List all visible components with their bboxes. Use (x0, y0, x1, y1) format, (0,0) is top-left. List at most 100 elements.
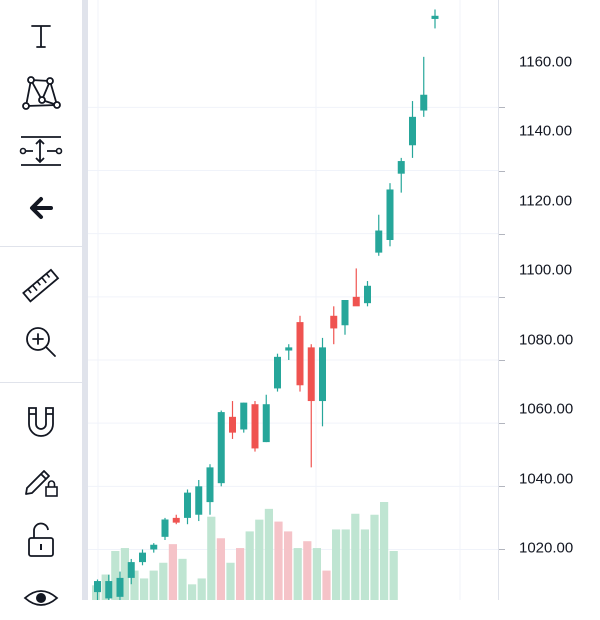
ruler-icon (22, 268, 60, 303)
candle-body (262, 404, 270, 443)
candle-body (352, 296, 360, 307)
toolbar-divider (0, 382, 82, 383)
candle-body (364, 285, 371, 304)
price-tick-label: 1080.00 (519, 331, 574, 348)
price-tick-mark (499, 233, 505, 235)
candle-body (386, 189, 394, 240)
volume-bar (274, 521, 283, 600)
candle-body (330, 315, 338, 329)
volume-bar (178, 558, 187, 600)
volume-bar (322, 570, 331, 600)
volume-bar (140, 578, 149, 600)
volume-bar (236, 548, 245, 600)
candle-body (172, 517, 180, 523)
candle-body (161, 519, 169, 537)
volume-bar (389, 551, 398, 600)
volume-bar (332, 529, 341, 600)
toolbar-scroll-edge (82, 0, 88, 600)
patterns-tool-button[interactable] (18, 70, 64, 114)
price-tick-label: 1140.00 (519, 122, 573, 140)
volume-bar (216, 538, 225, 600)
volume-bar (226, 562, 235, 600)
price-tick-label: 1160.00 (519, 53, 573, 70)
candle-body (397, 161, 405, 174)
candle-body (184, 492, 191, 518)
candle-body (296, 322, 304, 386)
volume-bar (370, 514, 379, 600)
candle-body (229, 416, 236, 433)
price-tick-mark (499, 360, 505, 361)
price-tick-mark (499, 486, 505, 488)
volume-bar (264, 508, 273, 600)
magnet-tool-button[interactable] (18, 400, 64, 444)
volume-bar (168, 544, 177, 600)
candlestick-chart[interactable] (88, 0, 498, 604)
volume-bar (207, 516, 216, 600)
volume-bar (360, 529, 369, 600)
volume-bar (312, 548, 321, 600)
candle-body (420, 94, 428, 111)
forecasting-tool-button[interactable] (18, 128, 64, 172)
candle-body (307, 347, 315, 402)
candle-body (206, 467, 214, 503)
volume-bar (351, 513, 360, 600)
candle-body (139, 552, 146, 563)
visibility-tool-button[interactable] (18, 576, 64, 620)
volume-bar (149, 570, 158, 600)
candle-body (409, 116, 416, 146)
price-tick-label: 1100.00 (519, 261, 573, 279)
xabcd-pattern-icon (22, 76, 61, 110)
volume-bar (130, 570, 139, 600)
forecast-lines-icon (19, 136, 63, 166)
lock-all-tool-button[interactable] (18, 518, 64, 562)
candle-body (94, 581, 101, 593)
candle-body (127, 562, 135, 578)
text-icon (31, 25, 51, 48)
measure-tool-button[interactable] (18, 264, 64, 308)
eye-icon (23, 590, 59, 606)
price-tick-mark (499, 296, 505, 298)
candle-body (105, 581, 113, 599)
magnet-icon (28, 407, 54, 437)
volume-bar (293, 548, 302, 600)
price-tick-label: 1120.00 (519, 192, 573, 209)
volume-bar (197, 578, 206, 600)
candle-body (116, 577, 124, 597)
unlock-icon (28, 522, 54, 557)
left-toolbar (0, 0, 82, 606)
price-tick-mark (499, 549, 505, 551)
text-tool-button[interactable] (18, 14, 64, 58)
candle-body (341, 300, 349, 326)
volume-bar (303, 541, 312, 600)
volume-bar (284, 531, 293, 600)
price-tick-label: 1020.00 (519, 539, 574, 557)
volume-bar (188, 584, 197, 600)
price-scale[interactable]: 1160.00 1140.00 1120.00 1100.00 1080.00 … (498, 0, 600, 600)
candle-body (285, 347, 293, 351)
volume-bar (92, 585, 101, 600)
price-tick-label: 1060.00 (519, 400, 574, 418)
price-tick-mark (499, 170, 505, 172)
volume-bar (255, 519, 264, 600)
candle-body (251, 404, 259, 449)
candle-body (375, 230, 383, 253)
volume-bar (159, 562, 168, 600)
back-tool-button[interactable] (18, 186, 64, 230)
zoom-in-icon (26, 327, 56, 357)
zoom-tool-button[interactable] (18, 320, 64, 364)
volume-bar (245, 531, 254, 600)
price-tick-mark (499, 423, 505, 425)
volume-bar (120, 548, 129, 600)
candle-body (431, 15, 439, 19)
chart-pane[interactable] (88, 0, 498, 604)
lock-drawings-tool-button[interactable] (18, 458, 64, 502)
volume-bar (111, 551, 120, 600)
price-tick-mark (499, 107, 505, 109)
volume-bar (380, 502, 389, 600)
candle-body (319, 347, 326, 402)
volume-bar (341, 529, 350, 600)
candle-body (240, 402, 248, 430)
candle-body (274, 356, 281, 389)
price-tick-label: 1040.00 (519, 470, 574, 487)
candle-body (195, 486, 203, 515)
